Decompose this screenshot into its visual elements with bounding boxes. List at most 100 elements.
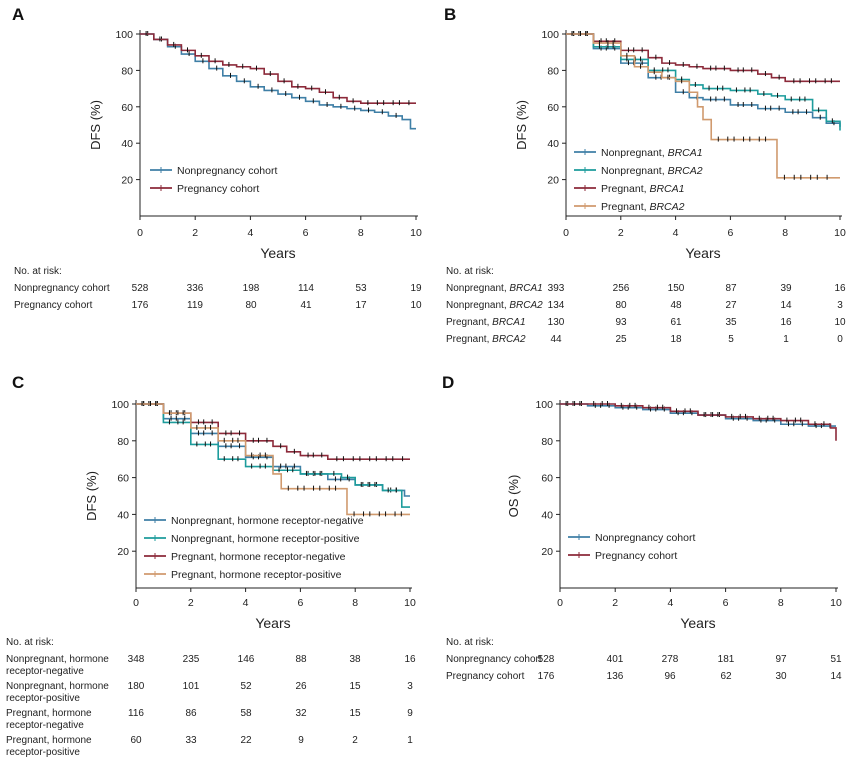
panel-c: C 20 40 60 80 100 0 2 4 6 8 10 Years DFS (%) Nonpregna… <box>6 373 416 758</box>
x-tick-label: 4 <box>667 597 673 609</box>
legend-label: Pregnant, BRCA2 <box>601 201 685 213</box>
x-tick-label: 2 <box>612 597 618 609</box>
at-risk-value: 3 <box>837 300 843 311</box>
y-tick-label: 80 <box>541 436 553 448</box>
x-tick-label: 8 <box>782 227 788 239</box>
x-tick-label: 6 <box>727 227 733 239</box>
panel-letter: B <box>444 5 456 24</box>
at-risk-title: No. at risk: <box>14 266 62 277</box>
x-axis-title: Years <box>680 615 715 631</box>
y-tick-label: 80 <box>121 65 133 77</box>
at-risk-value: 32 <box>295 708 307 719</box>
y-tick-label: 60 <box>547 102 559 114</box>
at-risk-row-label: Nonpregnant, hormone <box>6 681 109 692</box>
at-risk-value: 134 <box>548 300 565 311</box>
legend-label: Pregnant, hormone receptor-negative <box>171 551 346 563</box>
at-risk-value: 1 <box>783 334 789 345</box>
at-risk-value: 1 <box>407 735 413 746</box>
at-risk-value: 114 <box>298 283 314 294</box>
at-risk-value: 180 <box>128 681 145 692</box>
y-tick-label: 20 <box>121 175 133 187</box>
x-axis-title: Years <box>255 615 290 631</box>
at-risk-row-label: Nonpregnancy cohort <box>14 283 110 294</box>
legend-label: Nonpregnancy cohort <box>177 165 277 177</box>
x-axis-title: Years <box>685 245 720 261</box>
at-risk-value: 528 <box>132 283 149 294</box>
at-risk-value: 60 <box>130 735 142 746</box>
x-tick-label: 0 <box>563 227 569 239</box>
y-axis-title: DFS (%) <box>88 100 103 150</box>
at-risk-value: 176 <box>538 671 555 682</box>
at-risk-value: 393 <box>548 283 565 294</box>
at-risk-value: 278 <box>662 654 679 665</box>
censor-marks <box>143 401 404 462</box>
censor-marks <box>145 31 410 106</box>
x-tick-label: 2 <box>192 227 198 239</box>
at-risk-value: 2 <box>352 735 358 746</box>
at-risk-value: 52 <box>240 681 252 692</box>
y-tick-label: 100 <box>541 29 559 41</box>
at-risk-value: 18 <box>670 334 682 345</box>
at-risk-value: 96 <box>664 671 676 682</box>
x-tick-label: 4 <box>673 227 679 239</box>
at-risk-row-label: receptor-positive <box>6 747 80 758</box>
at-risk-value: 19 <box>410 283 422 294</box>
at-risk-value: 44 <box>550 334 562 345</box>
at-risk-value: 80 <box>245 300 257 311</box>
at-risk-value: 61 <box>670 317 682 328</box>
at-risk-value: 25 <box>615 334 627 345</box>
at-risk-value: 62 <box>720 671 732 682</box>
x-tick-label: 8 <box>778 597 784 609</box>
panel-d: D 20 40 60 80 100 0 2 4 6 8 10 Years OS (%) Nonpregnan… <box>442 373 842 682</box>
at-risk-value: 146 <box>238 654 255 665</box>
km-curve-series <box>136 403 410 497</box>
x-tick-label: 6 <box>723 597 729 609</box>
x-tick-label: 2 <box>618 227 624 239</box>
at-risk-value: 27 <box>725 300 737 311</box>
x-tick-label: 6 <box>303 227 309 239</box>
at-risk-value: 58 <box>240 708 252 719</box>
at-risk-value: 10 <box>834 317 846 328</box>
km-curve-series <box>566 33 840 179</box>
at-risk-value: 9 <box>407 708 413 719</box>
at-risk-value: 256 <box>613 283 630 294</box>
km-curve-series <box>566 33 841 131</box>
at-risk-value: 9 <box>298 735 304 746</box>
y-tick-label: 100 <box>535 399 553 411</box>
at-risk-value: 15 <box>349 681 361 692</box>
at-risk-row-label: Pregnant, BRCA2 <box>446 334 526 345</box>
at-risk-value: 17 <box>355 300 367 311</box>
y-tick-label: 20 <box>541 546 553 558</box>
y-tick-label: 40 <box>547 138 559 150</box>
x-tick-label: 10 <box>410 227 422 239</box>
y-tick-label: 20 <box>547 175 559 187</box>
at-risk-value: 119 <box>187 300 203 311</box>
at-risk-value: 235 <box>183 654 200 665</box>
at-risk-value: 16 <box>404 654 416 665</box>
x-tick-label: 4 <box>243 597 249 609</box>
censor-marks <box>143 401 397 493</box>
at-risk-row-label: Pregnant, hormone <box>6 708 92 719</box>
x-tick-label: 8 <box>352 597 358 609</box>
at-risk-row-label: Nonpregnant, BRCA1 <box>446 283 543 294</box>
censor-marks <box>141 401 402 517</box>
y-tick-label: 40 <box>121 138 133 150</box>
at-risk-title: No. at risk: <box>6 637 54 648</box>
at-risk-value: 401 <box>607 654 624 665</box>
legend-label: Nonpregnant, hormone receptor-positive <box>171 533 360 545</box>
at-risk-row-label: Pregnancy cohort <box>14 300 93 311</box>
at-risk-value: 14 <box>830 671 842 682</box>
at-risk-value: 0 <box>837 334 843 345</box>
at-risk-value: 528 <box>538 654 555 665</box>
panel-a: A 20 40 60 80 100 0 2 4 6 8 10 Years DFS (%) Nonpregna… <box>12 5 422 311</box>
legend-label: Nonpregnancy cohort <box>595 532 695 544</box>
at-risk-value: 48 <box>670 300 682 311</box>
legend-label: Pregnancy cohort <box>177 183 259 195</box>
at-risk-value: 10 <box>410 300 422 311</box>
at-risk-value: 176 <box>132 300 149 311</box>
y-axis-title: DFS (%) <box>514 100 529 150</box>
x-axis-title: Years <box>260 245 295 261</box>
y-tick-label: 80 <box>117 436 129 448</box>
